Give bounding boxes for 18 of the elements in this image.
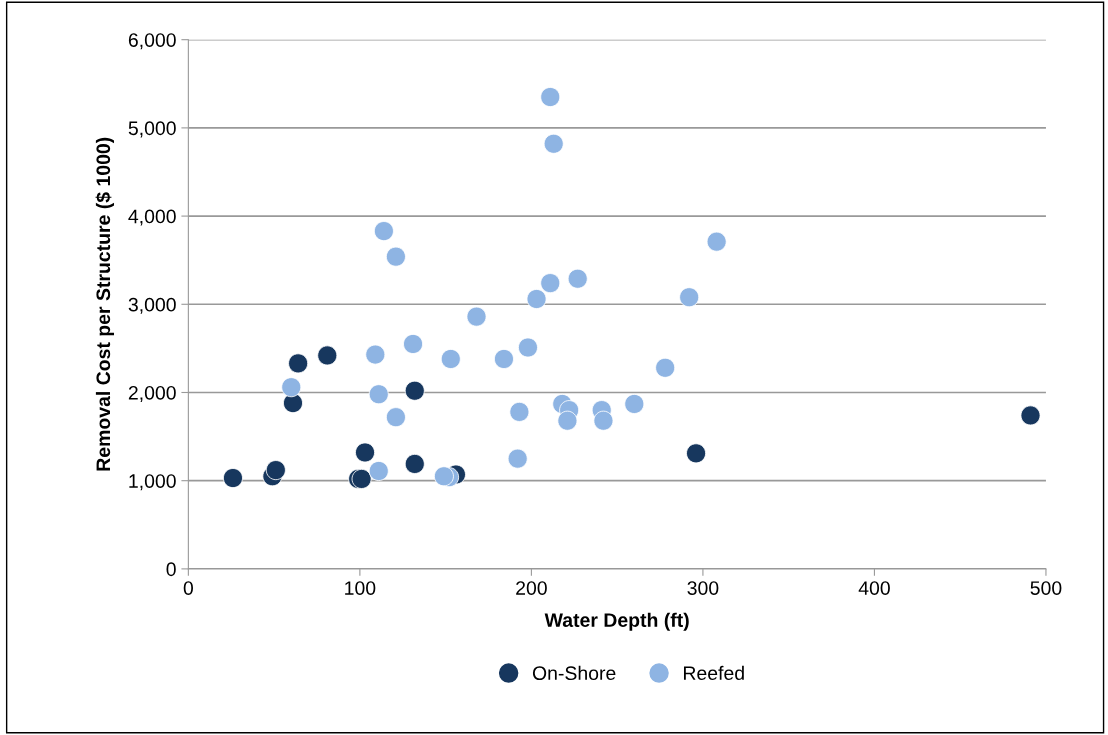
x-tick-label: 0: [183, 581, 194, 595]
y-tick-label: 6,000: [128, 33, 176, 50]
x-tick-label: 500: [1030, 581, 1062, 595]
x-tick-label: 100: [345, 581, 376, 595]
point: [593, 410, 614, 431]
y-tick-label: 2,000: [128, 385, 176, 403]
x-axis-title: Water Depth (ft): [544, 612, 689, 631]
y-tick-label: 1,000: [129, 474, 176, 491]
legend-label: Reefed: [683, 665, 744, 681]
y-tick-label: 5,000: [128, 121, 176, 138]
y-tick-label: 0: [166, 562, 176, 577]
x-tick-label: 300: [687, 581, 719, 595]
y-tick-label: 3,000: [128, 297, 176, 314]
y-tick-label: 4,000: [128, 209, 176, 226]
legend-label: On-Shore: [532, 665, 616, 681]
y-axis-title: Removal Cost per Structure ($ 1000): [95, 137, 115, 471]
x-tick-label: 400: [858, 581, 890, 595]
x-tick-label: 200: [516, 581, 547, 595]
